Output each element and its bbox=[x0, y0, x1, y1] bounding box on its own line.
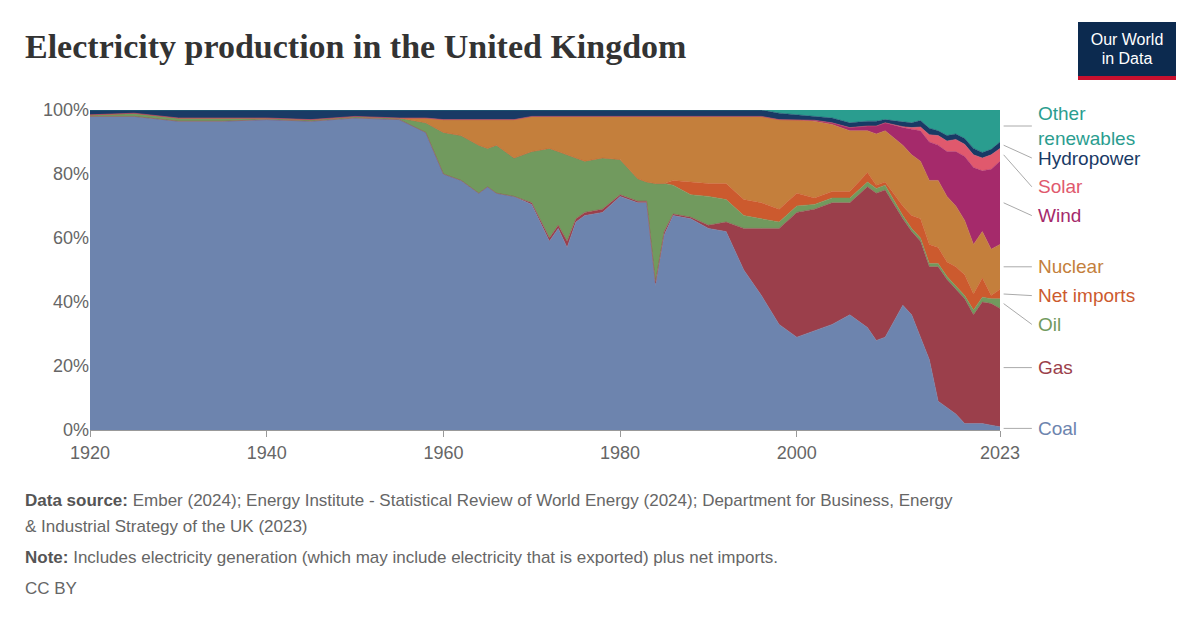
svg-text:Otherrenewables: Otherrenewables bbox=[1038, 103, 1135, 149]
html-text:in Data: in Data bbox=[1101, 50, 1153, 67]
svg-text:1940: 1940 bbox=[247, 443, 287, 463]
svg-text:Gas: Gas bbox=[1038, 357, 1073, 378]
svg-text:60%: 60% bbox=[53, 228, 89, 248]
svg-text:2000: 2000 bbox=[777, 443, 817, 463]
html-text:& Industrial Strategy of the U: & Industrial Strategy of the UK (2023) bbox=[25, 517, 308, 536]
svg-text:Electricity production in the: Electricity production in the United Kin… bbox=[25, 28, 686, 65]
svg-text:Coal: Coal bbox=[1038, 418, 1077, 439]
svg-text:20%: 20% bbox=[53, 356, 89, 376]
html-text:Our World: Our World bbox=[1090, 31, 1164, 48]
svg-text:Oil: Oil bbox=[1038, 314, 1061, 335]
svg-text:1960: 1960 bbox=[423, 443, 463, 463]
svg-text:Net imports: Net imports bbox=[1038, 285, 1135, 306]
svg-text:1920: 1920 bbox=[70, 443, 110, 463]
svg-text:Nuclear: Nuclear bbox=[1038, 256, 1104, 277]
svg-text:Hydropower: Hydropower bbox=[1038, 148, 1141, 169]
html-text:Note: Includes electricity gen: Note: Includes electricity generation (w… bbox=[25, 548, 778, 567]
svg-text:Wind: Wind bbox=[1038, 205, 1081, 226]
html-text:CC BY: CC BY bbox=[25, 579, 77, 598]
svg-text:100%: 100% bbox=[43, 100, 89, 120]
svg-text:80%: 80% bbox=[53, 164, 89, 184]
svg-text:Solar: Solar bbox=[1038, 176, 1083, 197]
svg-text:0%: 0% bbox=[63, 420, 89, 440]
svg-text:2023: 2023 bbox=[980, 443, 1020, 463]
svg-text:40%: 40% bbox=[53, 292, 89, 312]
html-text:Data source: Ember (2024); Ene: Data source: Ember (2024); Energy Instit… bbox=[25, 491, 953, 510]
svg-text:1980: 1980 bbox=[600, 443, 640, 463]
